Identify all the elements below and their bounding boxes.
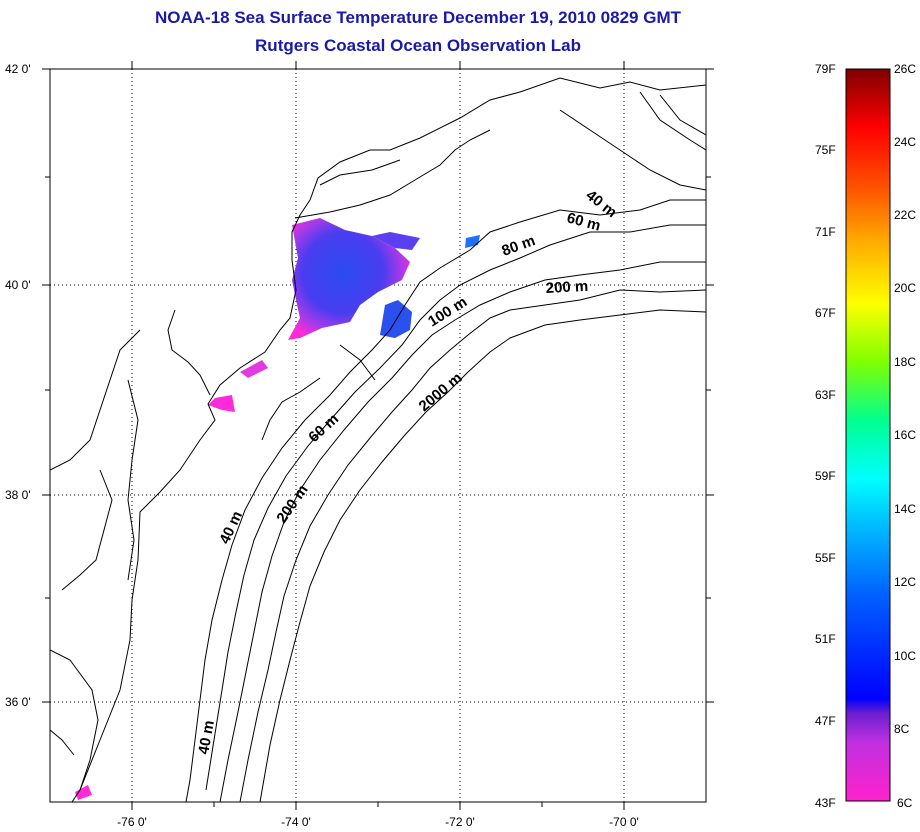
lat-label: 36 0'	[5, 695, 31, 709]
bathymetry-contours	[185, 91, 706, 802]
coastline	[50, 77, 706, 802]
colorbar-label-f: 55F	[815, 551, 836, 565]
map-title: NOAA-18 Sea Surface Temperature December…	[155, 8, 681, 27]
colorbar-label-f: 59F	[815, 469, 836, 483]
colorbar-c-labels: 26C 24C 22C 20C 18C 16C 14C 12C 10C 8C 6…	[894, 62, 916, 810]
colorbar-f-labels: 79F 75F 71F 67F 63F 59F 55F 51F 47F 43F	[815, 62, 836, 810]
colorbar-label-c: 16C	[894, 428, 916, 442]
colorbar-label-f: 75F	[815, 143, 836, 157]
sst-patches	[75, 218, 480, 800]
colorbar-label-f: 51F	[815, 632, 836, 646]
colorbar-label-f: 67F	[815, 306, 836, 320]
colorbar-label-c: 8C	[894, 722, 910, 736]
map-frame	[49, 68, 707, 803]
colorbar-label-c: 12C	[894, 575, 916, 589]
lon-label: -76 0'	[117, 815, 147, 829]
lon-label: -74 0'	[281, 815, 311, 829]
colorbar-label-c: 6C	[897, 796, 913, 810]
colorbar-label-f: 71F	[815, 225, 836, 239]
colorbar-label-c: 26C	[894, 62, 916, 76]
colorbar-label-c: 24C	[894, 135, 916, 149]
colorbar-label-c: 14C	[894, 502, 916, 516]
lon-labels: -76 0' -74 0' -72 0' -70 0'	[117, 815, 639, 829]
colorbar-label-c: 22C	[894, 208, 916, 222]
lat-label: 40 0'	[5, 278, 31, 292]
frame-ticks	[42, 61, 714, 810]
contour-label: 200 m	[545, 278, 588, 297]
lon-label: -70 0'	[609, 815, 639, 829]
colorbar-label-f: 47F	[815, 714, 836, 728]
colorbar-label-f: 43F	[815, 796, 836, 810]
colorbar-label-c: 18C	[894, 355, 916, 369]
lat-label: 42 0'	[5, 62, 31, 76]
lat-labels: 42 0' 40 0' 38 0' 36 0'	[5, 62, 31, 709]
contour-label: 40 m	[195, 719, 218, 756]
colorbar-label-c: 20C	[894, 281, 916, 295]
lon-label: -72 0'	[445, 815, 475, 829]
colorbar-label-f: 63F	[815, 388, 836, 402]
lat-label: 38 0'	[5, 488, 31, 502]
map-subtitle: Rutgers Coastal Ocean Observation Lab	[255, 36, 581, 55]
colorbar	[845, 68, 891, 802]
colorbar-label-c: 10C	[894, 649, 916, 663]
colorbar-label-f: 79F	[815, 62, 836, 76]
